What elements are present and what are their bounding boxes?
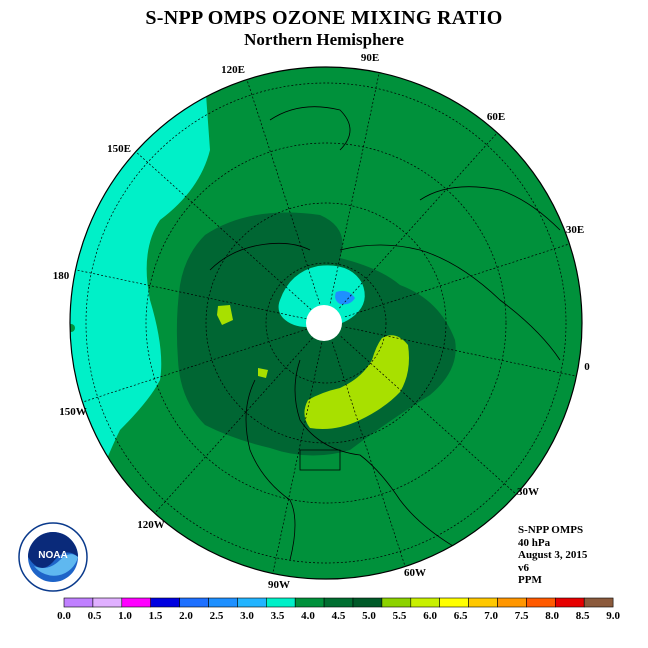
lon-label-180: 180: [53, 270, 70, 282]
color-scale-label: 1.0: [118, 610, 132, 622]
color-scale-label: 7.0: [484, 610, 498, 622]
ozone-island: [70, 324, 75, 332]
peak-ozone-patch-small: [217, 305, 233, 325]
lon-label-30w: 30W: [517, 486, 539, 498]
color-scale-label: 5.0: [362, 610, 376, 622]
color-scale-swatch: [323, 597, 354, 608]
color-scale-swatch: [381, 597, 412, 608]
color-scale-swatch: [583, 597, 614, 608]
map-title: S-NPP OMPS OZONE MIXING RATIO: [145, 7, 503, 29]
product-info: S-NPP OMPS 40 hPa August 3, 2015 v6 PPM: [518, 524, 587, 587]
color-scale-swatch: [497, 597, 527, 608]
pressure-level: 40 hPa: [518, 536, 551, 549]
peak-ozone-patch-tiny: [258, 368, 268, 378]
color-scale-swatch: [92, 597, 123, 608]
color-scale-swatch: [208, 597, 238, 608]
color-scale-label: 2.0: [179, 610, 193, 622]
polar-low-region: [278, 265, 365, 327]
color-scale-label: 7.5: [515, 610, 529, 622]
color-scale-label: 2.5: [210, 610, 224, 622]
map-subtitle: Northern Hemisphere: [244, 30, 404, 49]
meridian-line: [246, 79, 321, 305]
color-scale-swatch: [554, 597, 585, 608]
peak-ozone-region: [304, 335, 409, 429]
lon-label-120e: 120E: [221, 64, 245, 76]
globe-outline: [69, 66, 583, 580]
meridian-line: [339, 132, 498, 309]
meridian-line: [82, 328, 308, 403]
polar-night-gap: [306, 305, 342, 341]
meridian-line: [344, 243, 570, 318]
meridian-line: [154, 337, 313, 514]
lon-label-90w: 90W: [268, 579, 290, 591]
meridian-line: [331, 341, 406, 567]
color-scale-label: 5.5: [393, 610, 407, 622]
lon-label-60e: 60E: [487, 111, 505, 123]
color-scale-label: 3.5: [271, 610, 285, 622]
color-scale-swatch: [121, 597, 152, 608]
color-scale-swatches: [63, 597, 614, 608]
meridian-line: [135, 151, 312, 310]
color-scale-swatch: [265, 597, 296, 608]
color-scale-label: 1.5: [149, 610, 163, 622]
noaa-logo: NOAA: [18, 522, 88, 592]
color-scale-label: 4.0: [301, 610, 315, 622]
color-scale-label: 3.0: [240, 610, 254, 622]
color-scale-label: 0.5: [88, 610, 102, 622]
color-scale-swatch: [468, 597, 498, 608]
lon-label-120w: 120W: [137, 519, 165, 531]
observation-date: August 3, 2015: [518, 549, 588, 561]
polar-lowest-patch: [335, 290, 355, 305]
color-scale-label: 6.0: [423, 610, 437, 622]
lon-label-30e: 30E: [566, 224, 584, 236]
meridian-line: [345, 326, 577, 377]
color-scale-swatch: [150, 597, 180, 608]
color-scale-swatch: [294, 597, 325, 608]
color-scale-swatch: [352, 597, 383, 608]
lon-label-150w: 150W: [59, 406, 87, 418]
color-scale-labels: 0.0 0.5 1.0 1.5 2.0 2.5 3.0 3.5 4.0 4.5 5.0 5.5 6.0 6…: [57, 610, 620, 622]
lon-label-150e: 150E: [107, 143, 131, 155]
color-scale-swatch: [410, 597, 440, 608]
color-scale-swatch: [237, 597, 267, 608]
color-scale-label: 8.5: [576, 610, 590, 622]
color-scale-swatch: [179, 597, 209, 608]
latitude-circles: [85, 82, 567, 564]
meridian-line: [75, 269, 307, 320]
color-scale-swatch: [63, 597, 94, 608]
coastlines: [209, 106, 561, 571]
color-scale-label: 8.0: [545, 610, 559, 622]
color-scale-swatch: [526, 597, 556, 608]
color-scale-swatch: [439, 597, 469, 608]
noaa-logo-text: NOAA: [38, 550, 67, 561]
color-scale-label: 4.5: [332, 610, 346, 622]
meridian-lines: [75, 72, 577, 574]
meridian-line: [272, 342, 323, 574]
lon-label-60w: 60W: [404, 567, 426, 579]
lon-label-90e: 90E: [361, 52, 379, 64]
data-version: v6: [518, 561, 529, 574]
instrument-label: S-NPP OMPS: [518, 524, 584, 536]
meridian-line: [329, 72, 380, 304]
color-scale-label: 9.0: [606, 610, 620, 622]
meridian-line: [340, 336, 517, 495]
lon-label-0: 0: [584, 361, 590, 373]
units-label: PPM: [518, 574, 542, 586]
color-scale-label: 6.5: [454, 610, 468, 622]
color-scale-label: 0.0: [57, 610, 71, 622]
